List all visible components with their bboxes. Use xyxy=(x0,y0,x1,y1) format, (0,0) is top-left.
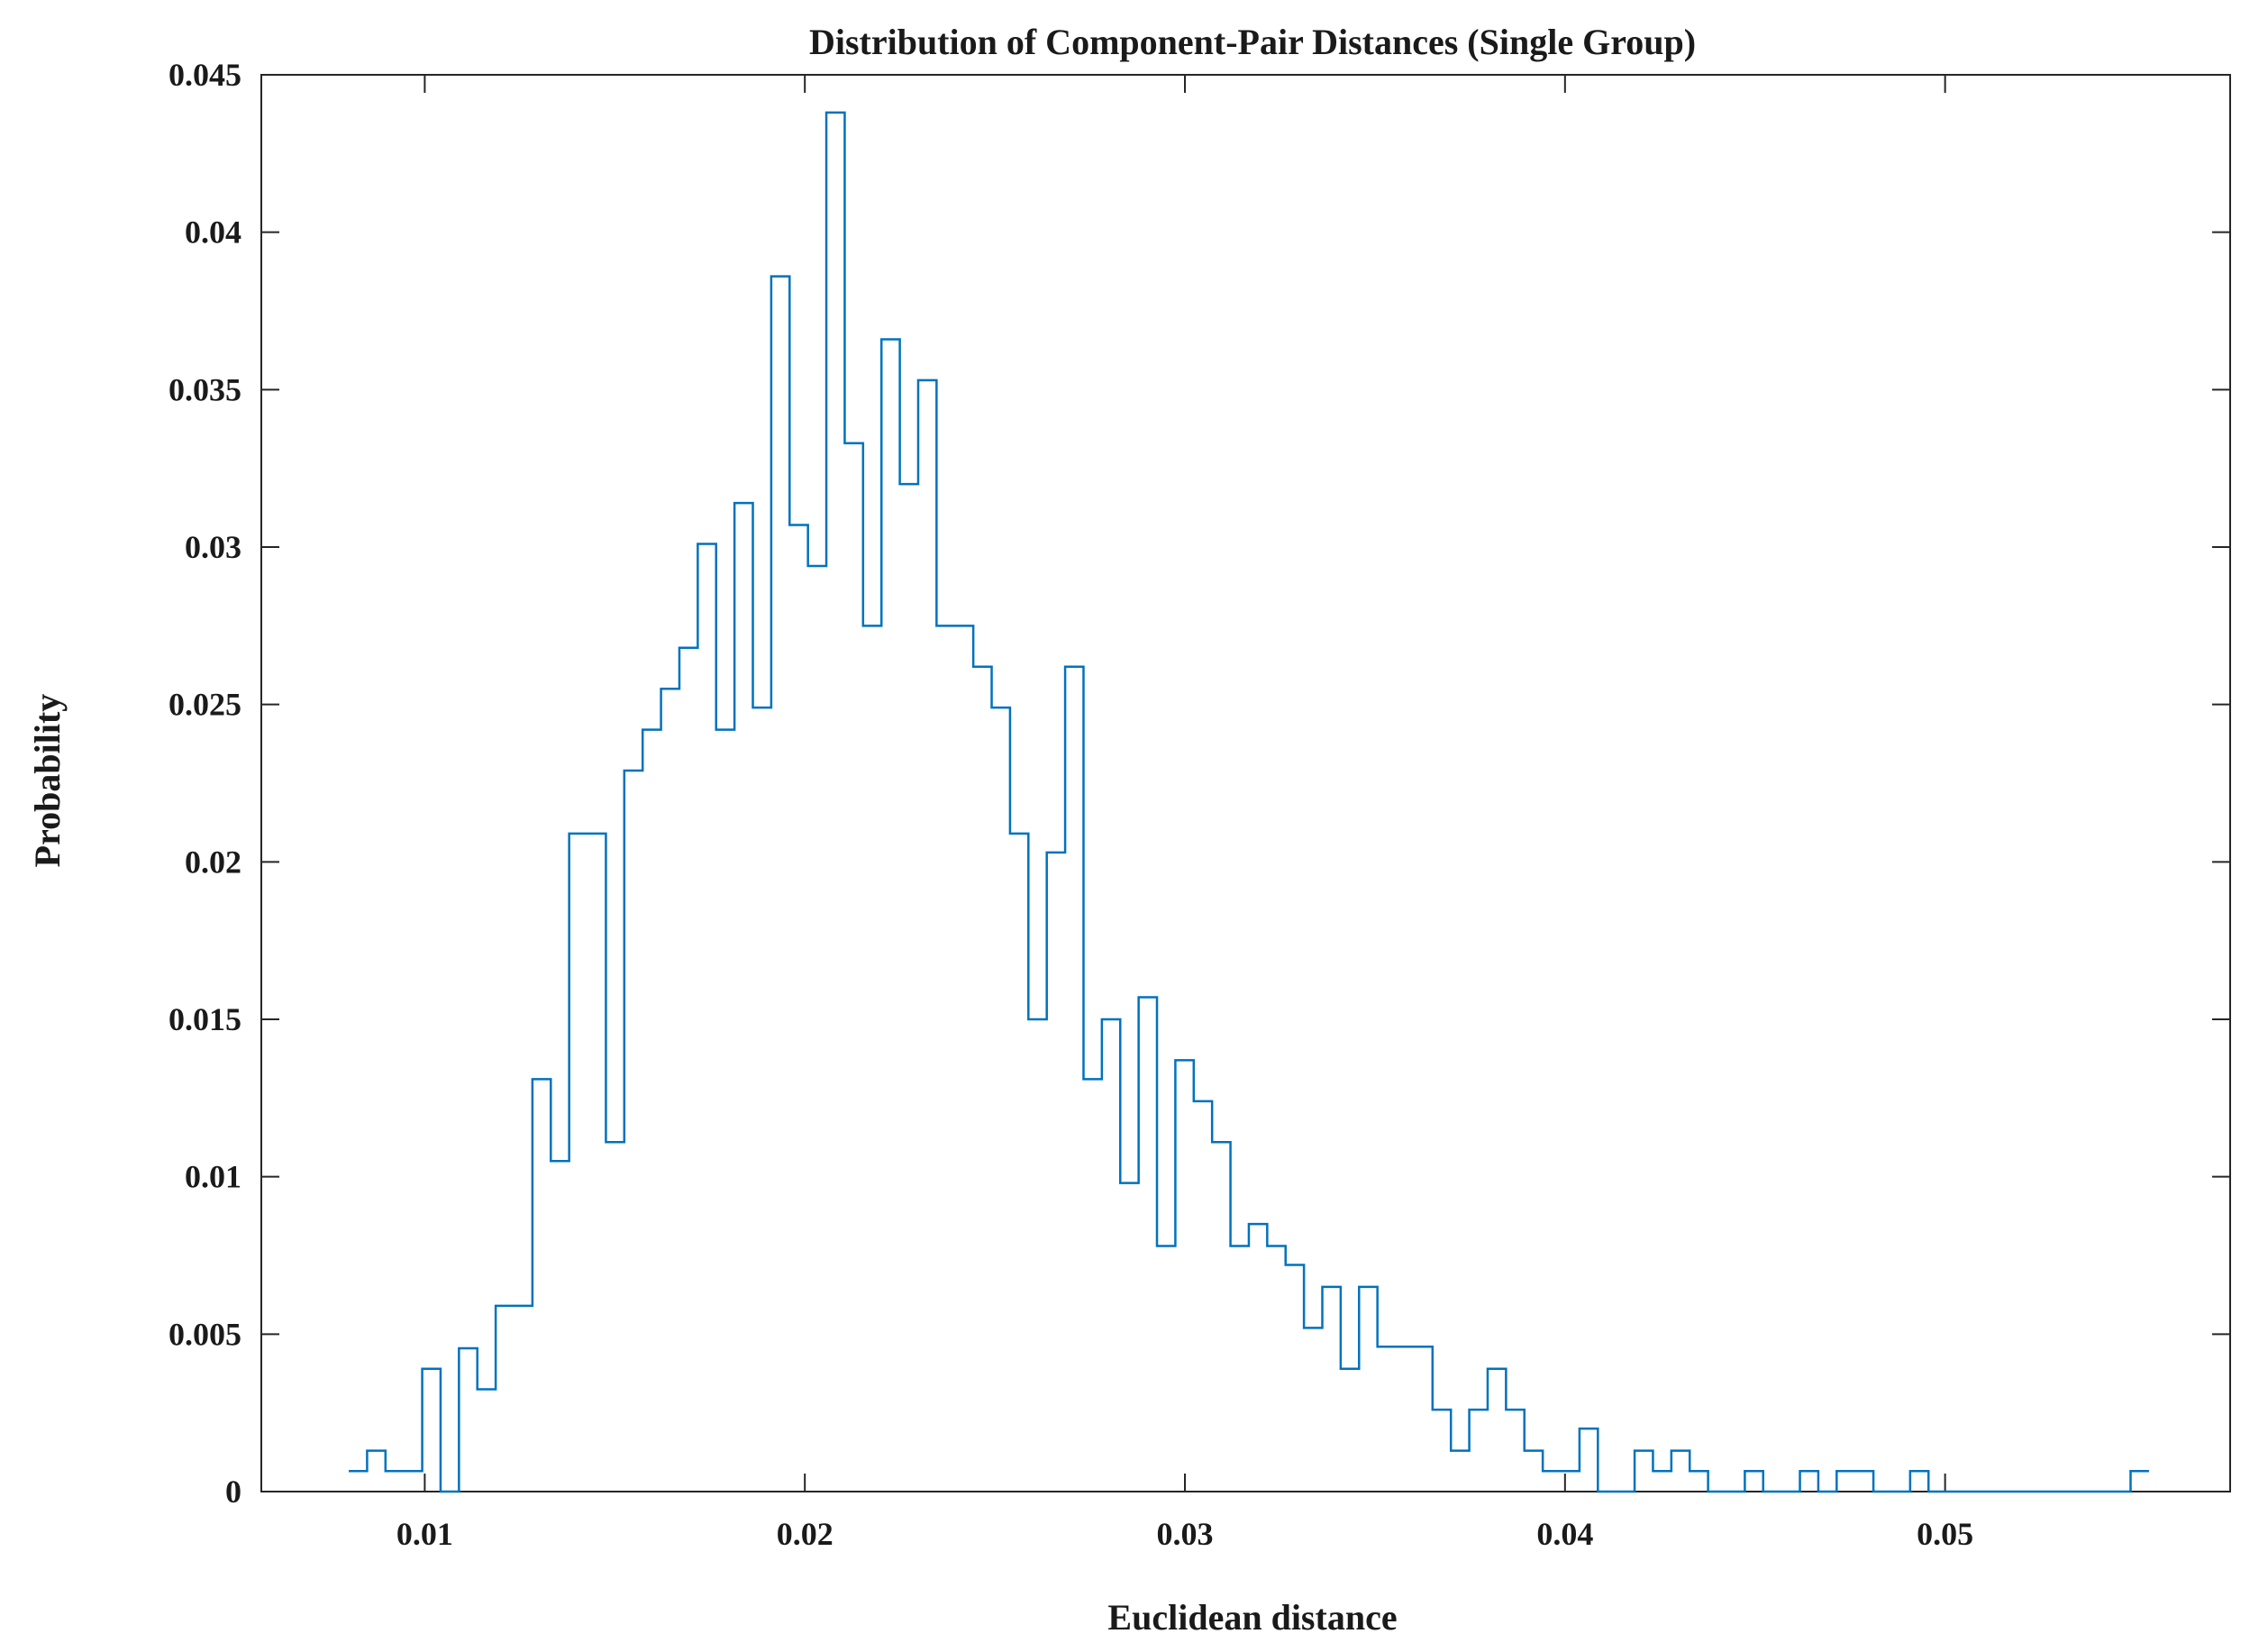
y-tick-label: 0.01 xyxy=(185,1159,241,1195)
y-tick-label: 0.005 xyxy=(169,1316,241,1352)
y-axis-title: Probability xyxy=(27,694,68,868)
y-tick-label: 0.035 xyxy=(169,371,241,407)
plot-area-box xyxy=(260,74,2231,1492)
y-tick-label: 0.03 xyxy=(185,529,241,565)
x-axis-tick-labels: 0.01 0.02 0.03 0.04 0.05 xyxy=(396,1516,1973,1552)
x-axis-title: Euclidean distance xyxy=(1107,1597,1397,1638)
y-tick-label: 0.02 xyxy=(185,844,241,880)
x-tick-label: 0.04 xyxy=(1536,1516,1593,1552)
x-axis-ticks xyxy=(424,75,1946,1492)
x-tick-label: 0.01 xyxy=(396,1516,453,1552)
x-tick-label: 0.02 xyxy=(777,1516,833,1552)
x-tick-label: 0.03 xyxy=(1157,1516,1214,1552)
histogram-stairs-series xyxy=(349,111,2149,1493)
y-tick-label: 0.025 xyxy=(169,687,241,723)
x-tick-label: 0.05 xyxy=(1917,1516,1973,1552)
y-tick-label: 0.015 xyxy=(169,1001,241,1037)
chart-title: Distribution of Component-Pair Distances… xyxy=(809,22,1696,62)
y-axis-ticks xyxy=(261,74,2230,1492)
y-tick-label: 0.045 xyxy=(169,57,241,93)
y-tick-label: 0.04 xyxy=(185,214,241,251)
y-axis-tick-labels: 0 0.005 0.01 0.015 0.02 0.025 0.03 0.035 0.04 0.0… xyxy=(169,57,241,1510)
y-tick-label: 0 xyxy=(225,1474,241,1510)
